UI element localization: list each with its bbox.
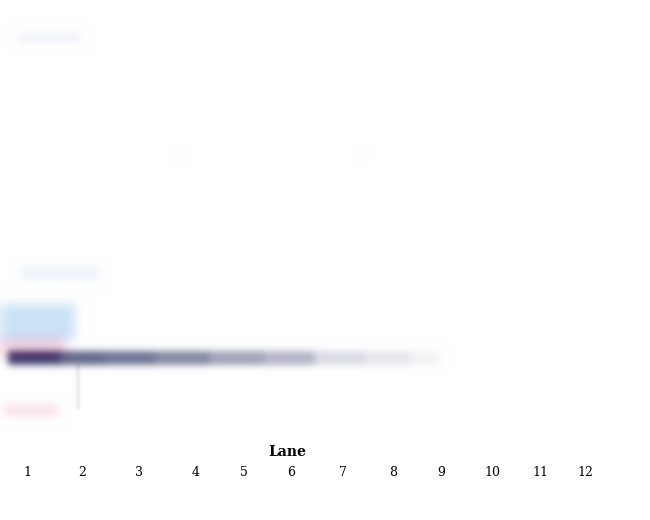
- Text: 10: 10: [484, 465, 500, 478]
- Text: Lane: Lane: [268, 445, 306, 459]
- Text: 12: 12: [577, 465, 593, 478]
- Text: 7: 7: [339, 465, 347, 478]
- Text: 1: 1: [23, 465, 31, 478]
- Text: 6: 6: [287, 465, 295, 478]
- Text: 2: 2: [78, 465, 86, 478]
- Text: 4: 4: [192, 465, 200, 478]
- Text: 3: 3: [135, 465, 143, 478]
- Text: 11: 11: [532, 465, 548, 478]
- Text: 9: 9: [437, 465, 445, 478]
- Text: 5: 5: [240, 465, 248, 478]
- Text: 8: 8: [389, 465, 397, 478]
